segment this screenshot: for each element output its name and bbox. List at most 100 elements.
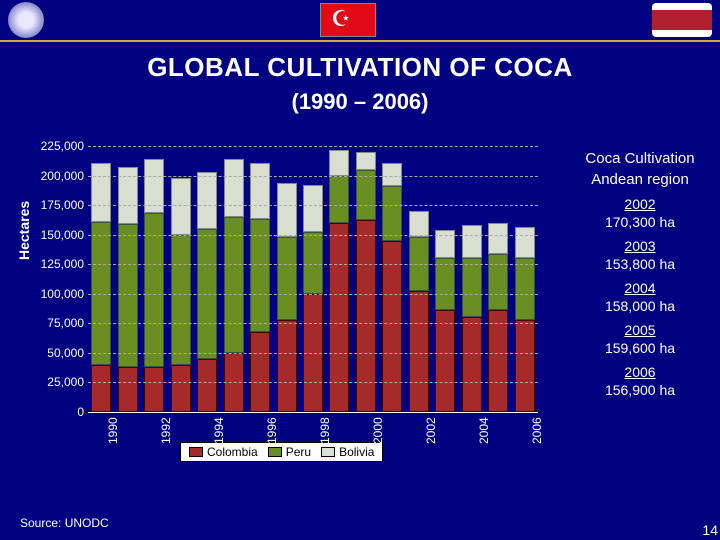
legend-label: Peru <box>286 445 311 459</box>
bar-segment <box>462 225 482 258</box>
bar-segment <box>488 310 508 412</box>
side-heading1: Coca Cultivation <box>570 150 710 167</box>
x-tick: 2004 <box>477 417 491 444</box>
x-tick: 1994 <box>212 417 226 444</box>
bar-segment <box>329 150 349 176</box>
grid-line <box>88 205 538 206</box>
grid-line <box>88 176 538 177</box>
grid-line <box>88 146 538 147</box>
y-tick: 100,000 <box>30 287 84 301</box>
side-heading2: Andean region <box>570 171 710 188</box>
bar-segment <box>224 159 244 217</box>
bar-1991 <box>118 167 138 412</box>
bar-segment <box>277 320 297 412</box>
header-bar <box>0 0 720 42</box>
bar-1996 <box>250 163 270 412</box>
side-value: 153,800 ha <box>570 256 710 272</box>
bar-segment <box>488 254 508 311</box>
bar-segment <box>462 317 482 412</box>
badge-right-icon <box>652 3 712 37</box>
bar-2005 <box>488 223 508 412</box>
legend-label: Colombia <box>207 445 258 459</box>
bar-segment <box>462 258 482 317</box>
bar-segment <box>277 183 297 237</box>
y-tick: 225,000 <box>30 139 84 153</box>
bar-segment <box>250 332 270 412</box>
y-tick: 150,000 <box>30 228 84 242</box>
bar-2001 <box>382 163 402 412</box>
chart: Hectares Colombia Peru Bolivia 025,00050… <box>30 140 550 470</box>
side-year: 2003 <box>570 238 710 254</box>
legend: Colombia Peru Bolivia <box>180 442 383 462</box>
bar-segment <box>250 219 270 331</box>
legend-item-colombia: Colombia <box>189 445 258 459</box>
bar-1990 <box>91 163 111 412</box>
bar-1994 <box>197 172 217 412</box>
bar-segment <box>515 320 535 412</box>
x-tick: 1998 <box>318 417 332 444</box>
legend-label: Bolivia <box>339 445 374 459</box>
y-tick: 125,000 <box>30 257 84 271</box>
bar-2006 <box>515 227 535 412</box>
bar-1999 <box>329 150 349 412</box>
side-value: 156,900 ha <box>570 382 710 398</box>
side-value: 170,300 ha <box>570 214 710 230</box>
bar-1992 <box>144 159 164 412</box>
x-tick: 2006 <box>530 417 544 444</box>
bar-segment <box>515 227 535 259</box>
y-tick: 200,000 <box>30 169 84 183</box>
bar-segment <box>197 359 217 412</box>
bar-segment <box>91 163 111 222</box>
bar-segment <box>224 217 244 353</box>
x-tick: 2002 <box>424 417 438 444</box>
side-value: 158,000 ha <box>570 298 710 314</box>
bar-segment <box>409 291 429 412</box>
x-tick: 1996 <box>265 417 279 444</box>
bar-segment <box>356 170 376 221</box>
grid-line <box>88 264 538 265</box>
x-axis <box>88 412 538 413</box>
bar-segment <box>409 211 429 237</box>
bar-segment <box>303 232 323 293</box>
grid-line <box>88 294 538 295</box>
bar-segment <box>329 223 349 412</box>
page-number: 14 <box>702 522 718 538</box>
badge-left-icon <box>8 2 44 38</box>
bar-segment <box>171 365 191 412</box>
side-year: 2006 <box>570 364 710 380</box>
bar-segment <box>356 152 376 170</box>
turkey-flag-icon <box>320 3 376 37</box>
side-value: 159,600 ha <box>570 340 710 356</box>
bar-segment <box>515 258 535 319</box>
side-year: 2005 <box>570 322 710 338</box>
bar-segment <box>197 172 217 229</box>
plot-area <box>88 146 538 412</box>
bar-1995 <box>224 159 244 412</box>
bar-segment <box>144 213 164 367</box>
grid-line <box>88 353 538 354</box>
title-block: GLOBAL CULTIVATION OF COCA (1990 – 2006) <box>0 52 720 115</box>
bar-segment <box>250 163 270 220</box>
bar-segment <box>171 235 191 365</box>
bar-segment <box>488 223 508 253</box>
y-tick: 75,000 <box>30 316 84 330</box>
bar-segment <box>382 186 402 240</box>
title-sub: (1990 – 2006) <box>0 89 720 115</box>
grid-line <box>88 382 538 383</box>
y-tick: 175,000 <box>30 198 84 212</box>
side-panel: Coca Cultivation Andean region 2002170,3… <box>570 150 710 398</box>
bar-1997 <box>277 183 297 412</box>
bar-segment <box>303 185 323 232</box>
bar-segment <box>382 241 402 412</box>
bar-segment <box>118 367 138 412</box>
bar-2004 <box>462 225 482 412</box>
y-tick: 0 <box>30 405 84 419</box>
bar-1993 <box>171 178 191 412</box>
side-year: 2004 <box>570 280 710 296</box>
bar-segment <box>171 178 191 235</box>
bar-segment <box>277 237 297 320</box>
grid-line <box>88 235 538 236</box>
legend-item-peru: Peru <box>268 445 311 459</box>
grid-line <box>88 323 538 324</box>
y-tick: 25,000 <box>30 375 84 389</box>
